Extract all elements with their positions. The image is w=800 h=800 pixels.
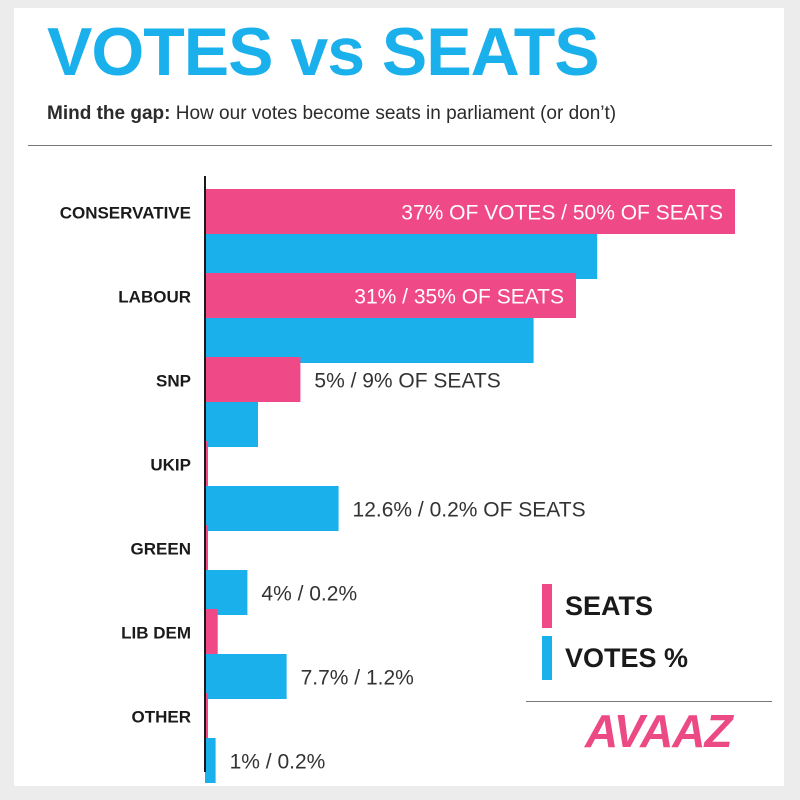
value-label: 31% / 35% OF SEATS [354,286,564,309]
category-label: CONSERVATIVE [60,204,191,223]
value-label: 5% / 9% OF SEATS [314,370,500,393]
category-label: LABOUR [118,288,191,307]
category-label: LIB DEM [121,624,191,643]
subtitle-bold: Mind the gap: [47,103,171,124]
category-label: SNP [156,372,191,391]
votes-bar-green [205,570,248,615]
legend-seats-swatch [542,584,552,628]
subtitle-text: How our votes become seats in parliament… [175,103,617,124]
category-label: UKIP [150,456,191,475]
value-label: 4% / 0.2% [261,583,357,606]
chart-title: VOTES vs SEATS [47,14,600,90]
value-label: 37% OF VOTES / 50% OF SEATS [401,202,723,225]
chart-subtitle: Mind the gap: How our votes become seats… [47,103,616,125]
seats-bar-lib-dem [205,609,218,654]
votes-bar-lib-dem [205,654,287,699]
seats-bar-conservative [205,189,735,234]
header-divider [28,145,772,146]
legend-seats-label: SEATS [565,591,653,621]
seats-bar-ukip [205,441,208,486]
legend-votes-label: VOTES % [565,643,688,673]
value-label: 7.7% / 1.2% [301,667,414,690]
votes-bar-labour [205,318,534,363]
seats-bar-labour [205,273,576,318]
avaaz-logo: AVAAZ [585,705,733,757]
bar-chart: CONSERVATIVE 37% OF VOTES / 50% OF SEATS L… [60,176,735,783]
legend-votes-swatch [542,636,552,680]
value-label: 1% / 0.2% [230,751,326,774]
infographic-card: VOTES vs SEATS Mind the gap: How our vot… [14,8,784,786]
category-label: OTHER [132,708,192,727]
value-label: 12.6% / 0.2% OF SEATS [353,499,586,522]
votes-bar-ukip [205,486,339,531]
votes-bar-conservative [205,234,598,279]
seats-bar-green [205,525,208,570]
seats-bar-snp [205,357,301,402]
legend-divider [526,701,772,702]
category-label: GREEN [131,540,191,559]
votes-bar-snp [205,402,258,447]
votes-bar-other [205,738,216,783]
seats-bar-other [205,693,208,738]
